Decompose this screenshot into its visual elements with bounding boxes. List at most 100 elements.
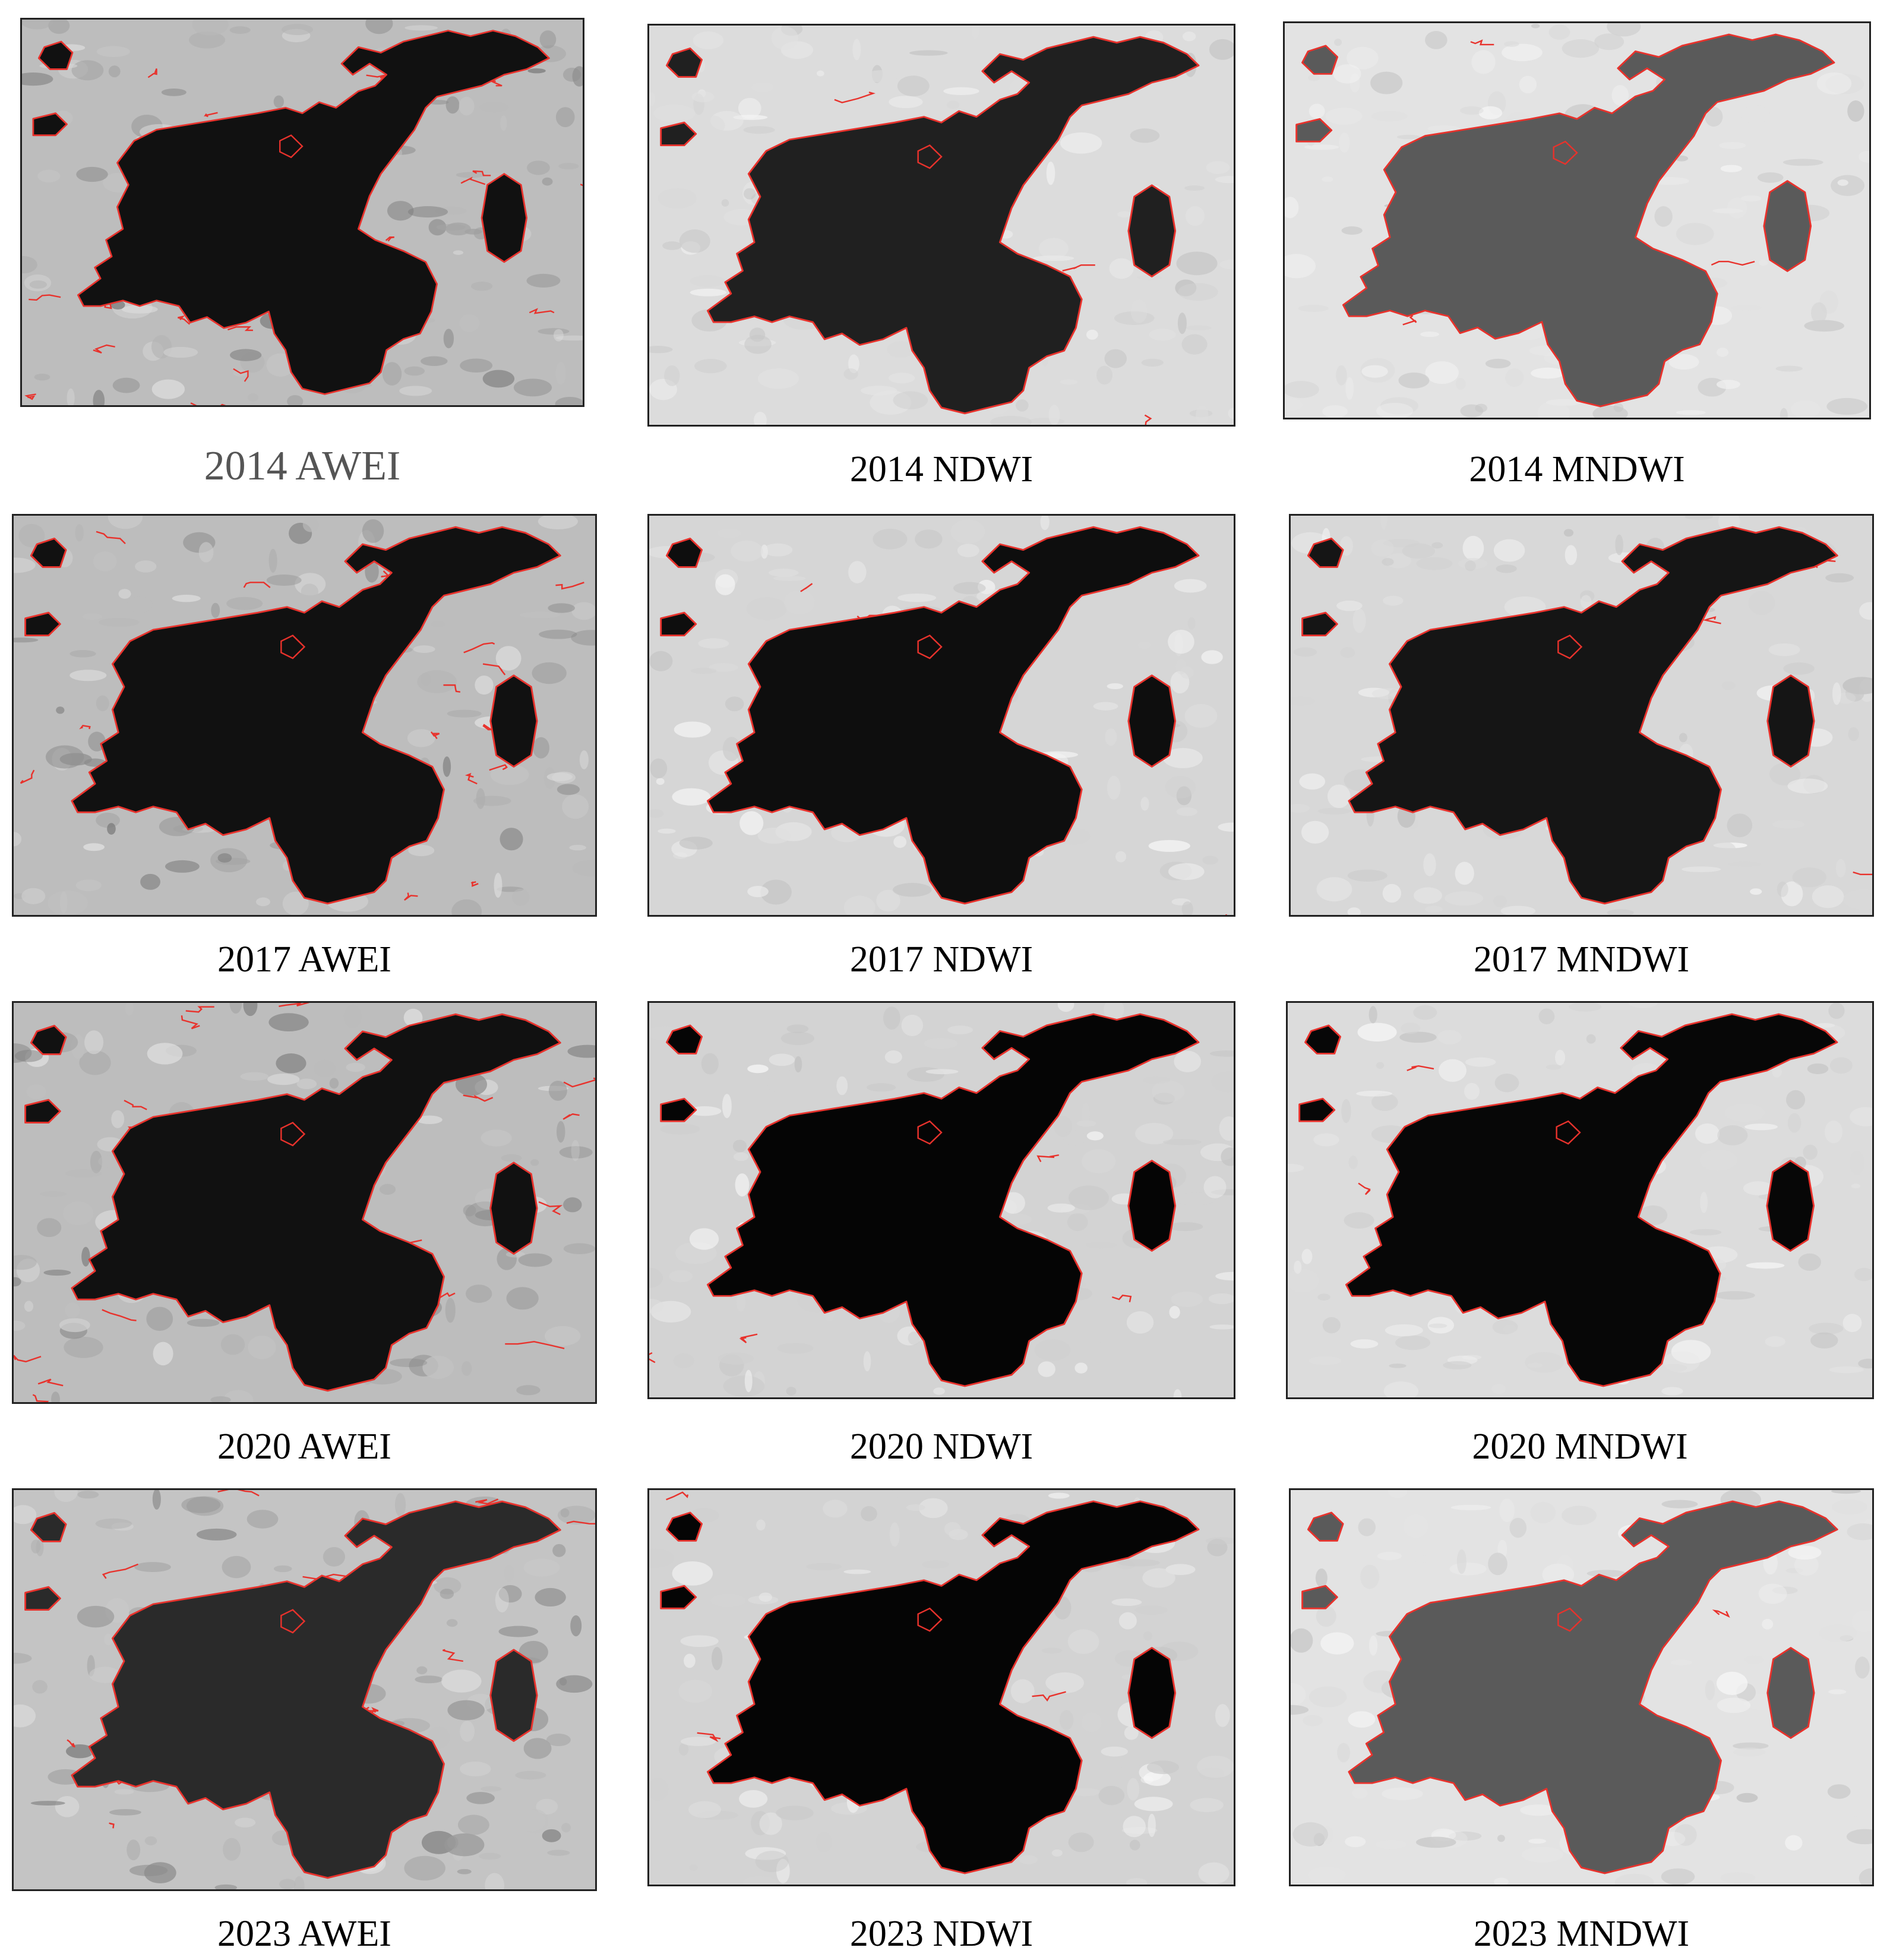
land-texture: [1096, 365, 1113, 385]
land-texture: [1717, 1125, 1748, 1145]
land-texture: [1733, 1742, 1769, 1750]
land-texture: [1520, 1804, 1557, 1816]
land-texture: [30, 1801, 65, 1806]
water-body-east: [489, 674, 538, 768]
land-texture: [127, 596, 153, 613]
land-texture: [1304, 144, 1339, 150]
land-texture: [1292, 1822, 1328, 1847]
land-texture: [1176, 251, 1218, 276]
land-texture: [870, 390, 912, 415]
land-texture: [1399, 1031, 1437, 1043]
land-texture: [1126, 1878, 1148, 1885]
land-texture: [1509, 1517, 1527, 1538]
land-texture: [222, 1555, 251, 1579]
land-texture: [922, 1560, 949, 1569]
land-texture: [1530, 1501, 1556, 1524]
land-texture: [1854, 1268, 1872, 1282]
land-texture: [558, 163, 579, 170]
water-body-east: [1763, 180, 1812, 272]
land-texture: [925, 1069, 959, 1075]
water-body-main: [77, 30, 550, 395]
land-texture: [947, 1025, 973, 1034]
land-texture: [1219, 1116, 1234, 1141]
land-texture: [897, 1326, 922, 1346]
land-texture: [542, 177, 553, 186]
land-texture: [129, 1864, 168, 1876]
land-texture: [1825, 1121, 1843, 1144]
land-texture: [559, 1146, 593, 1159]
land-texture: [1389, 1364, 1407, 1368]
land-texture: [1376, 402, 1413, 418]
land-texture: [1772, 1586, 1798, 1595]
land-texture: [1859, 1868, 1872, 1885]
boundary-fragment: [1111, 1295, 1132, 1302]
land-texture: [37, 169, 61, 183]
land-texture: [65, 1169, 102, 1178]
land-texture: [1143, 1631, 1152, 1641]
land-texture: [77, 1605, 115, 1628]
land-texture: [1695, 1123, 1720, 1144]
land-texture: [836, 1076, 848, 1096]
land-texture: [1718, 141, 1746, 149]
land-texture: [1826, 397, 1867, 415]
land-texture: [445, 222, 471, 236]
land-texture: [888, 373, 915, 384]
land-texture: [18, 523, 45, 548]
boundary-fragment: [29, 294, 61, 301]
land-texture: [889, 1522, 900, 1547]
land-texture: [1420, 332, 1440, 337]
land-texture: [43, 1269, 71, 1276]
land-texture: [1398, 373, 1430, 389]
boundary-fragment: [190, 402, 226, 405]
land-texture: [1842, 1802, 1865, 1817]
land-texture: [460, 1761, 491, 1776]
land-texture: [481, 1786, 502, 1792]
land-texture: [562, 794, 589, 819]
land-texture: [538, 516, 578, 530]
land-texture: [1082, 1342, 1105, 1351]
land-texture: [674, 721, 711, 738]
land-texture: [1705, 1680, 1715, 1700]
land-texture: [1201, 650, 1223, 664]
land-texture: [710, 1593, 746, 1608]
land-texture: [1794, 1554, 1819, 1576]
land-texture: [769, 1053, 795, 1066]
land-texture: [843, 1569, 871, 1574]
caption-2014-awei: 2014 AWEI: [204, 443, 401, 489]
land-texture: [1851, 1610, 1872, 1633]
land-texture: [1327, 784, 1351, 809]
land-texture: [1769, 762, 1801, 785]
land-texture: [1105, 728, 1117, 746]
land-texture: [163, 346, 198, 358]
land-texture: [1165, 1564, 1196, 1576]
land-texture: [1215, 1271, 1234, 1281]
land-texture: [755, 1851, 789, 1873]
land-texture: [165, 860, 200, 873]
land-texture: [1070, 1788, 1101, 1797]
water-body-east: [1127, 1160, 1177, 1252]
land-texture: [1082, 1103, 1090, 1125]
land-texture: [1503, 1324, 1517, 1334]
land-texture: [1180, 666, 1194, 679]
land-texture: [758, 1592, 773, 1602]
land-texture: [723, 1375, 765, 1397]
land-texture: [1442, 611, 1471, 626]
islet: [917, 635, 943, 659]
land-texture: [1341, 1099, 1351, 1123]
islet: [917, 1607, 943, 1632]
land-texture: [404, 1855, 445, 1881]
land-texture: [1607, 909, 1634, 915]
land-texture: [1076, 1120, 1096, 1127]
land-texture: [387, 201, 414, 221]
land-texture: [563, 1243, 595, 1254]
land-texture: [1162, 1139, 1202, 1145]
water-body-west: [660, 1097, 697, 1122]
land-texture: [1819, 1624, 1857, 1642]
land-texture: [1829, 1057, 1853, 1074]
land-texture: [1837, 179, 1848, 186]
land-texture: [96, 812, 120, 828]
boundary-fragment: [109, 1822, 115, 1829]
land-texture: [1525, 1352, 1564, 1373]
land-texture: [1803, 1144, 1818, 1160]
land-texture: [21, 888, 46, 904]
